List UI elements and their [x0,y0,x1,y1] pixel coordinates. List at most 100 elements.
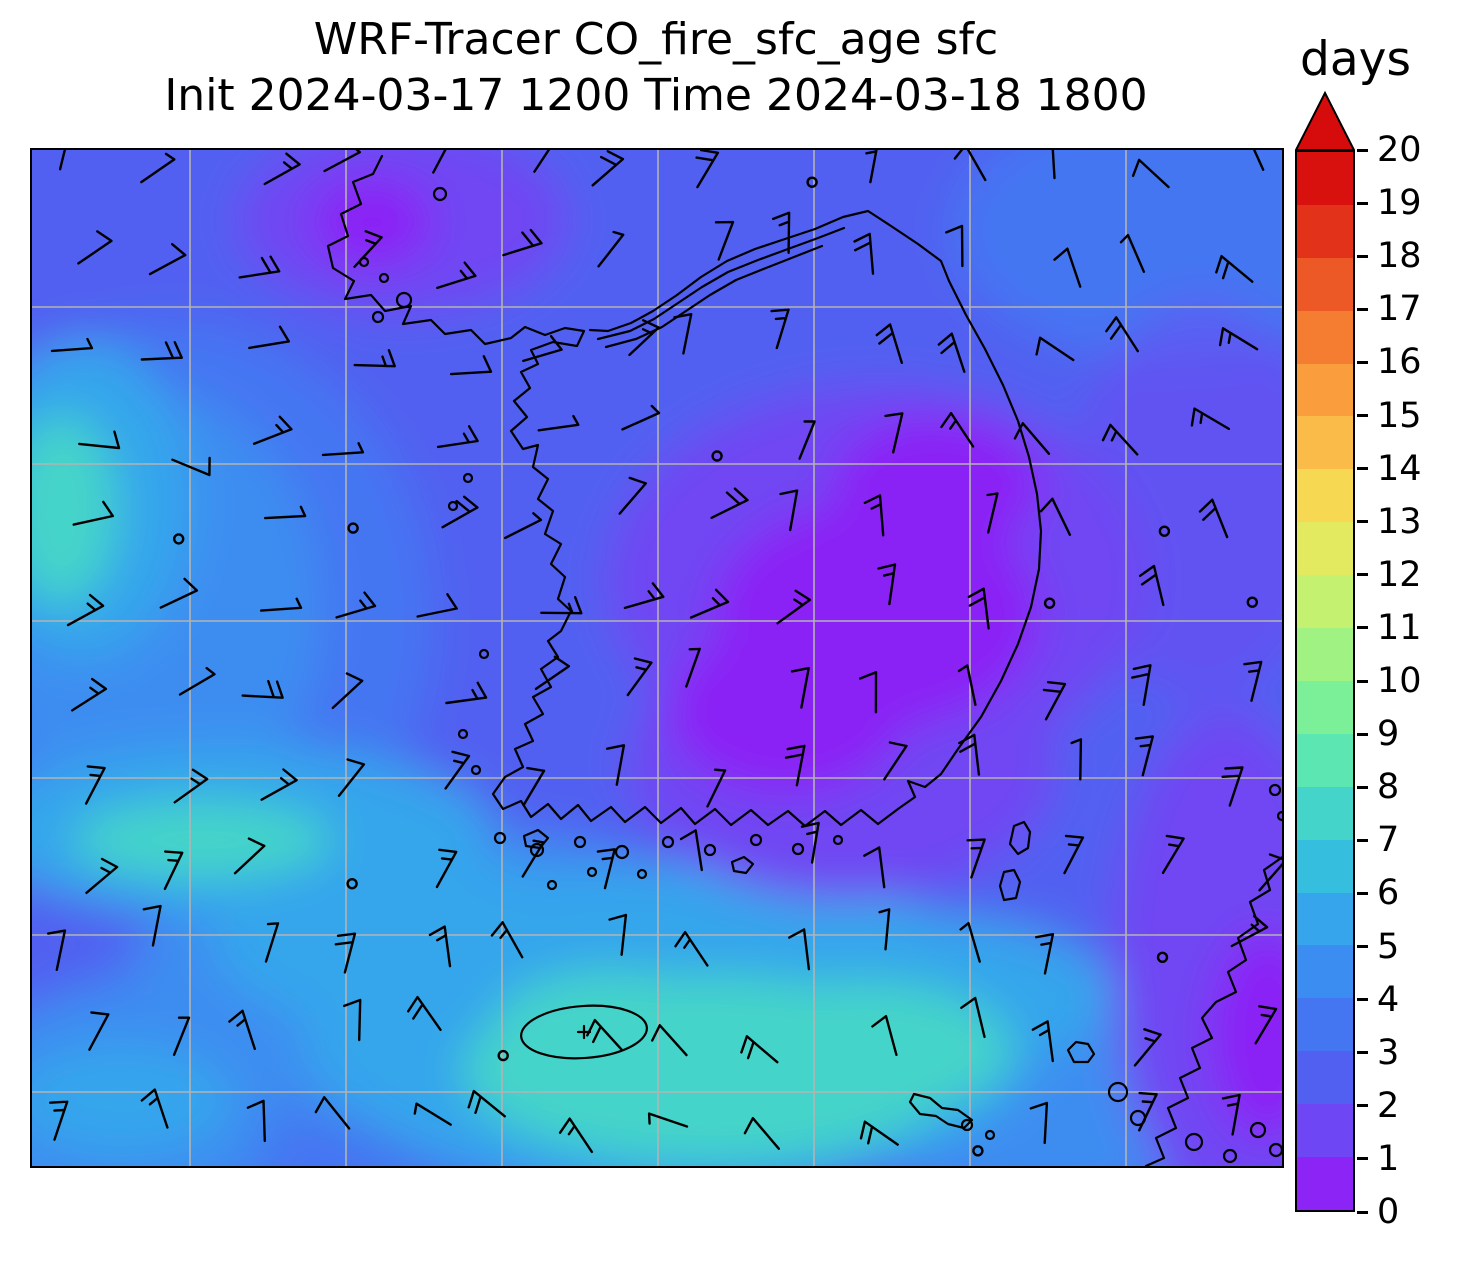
calm-wind-circle [1158,525,1171,537]
colorbar-tick-mark [1357,891,1368,895]
wind-barb [1218,327,1259,351]
wind-barb [1243,660,1263,702]
wind-barb [321,442,365,457]
wind-barb [246,1099,266,1143]
colorbar-segment [1297,522,1353,576]
wind-barb [337,758,366,797]
wind-barb [140,1088,169,1129]
wind-barb [770,308,790,350]
colorbar-tick-label: 12 [1377,554,1422,595]
wind-barb [706,768,727,808]
wind-barb [1252,150,1265,171]
wind-barb [877,563,897,606]
colorbar-tick-mark [1357,520,1368,524]
wind-barb [1138,1091,1158,1132]
wind-barb [172,1016,191,1056]
wind-barb [618,476,647,515]
wind-barb [586,1018,623,1051]
wind-barb [85,857,119,894]
wind-barb [159,577,199,609]
wind-barb [740,1035,779,1064]
calm-wind-circle [972,1145,984,1157]
wind-barb [1138,564,1165,607]
figure-title: WRF-Tracer CO_fire_sfc_age sfc [313,14,999,65]
wind-barb [865,150,878,184]
wind-barb [1101,423,1139,456]
wind-barb [521,839,545,878]
colorbar-tick-label: 1 [1377,1138,1400,1179]
wind-barb [953,150,987,182]
colorbar-segment [1297,998,1353,1052]
colorbar-tick-mark [1357,785,1368,789]
colorbar-segment [1297,628,1353,681]
wind-barb [1053,247,1082,288]
wind-barb [1035,933,1055,975]
island-tsushima [1008,820,1032,856]
colorbar-segment [1297,680,1353,734]
wind-barb [228,1009,256,1051]
wind-barb [413,1102,452,1126]
wind-barb [522,335,563,363]
wind-barb [1029,1101,1049,1145]
wind-barb [626,657,653,697]
wind-barb [78,430,121,450]
wind-barb [252,415,293,445]
colorbar-arrow-shape [1295,90,1355,151]
wind-barb [142,904,162,947]
colorbar-tick-mark [1357,945,1368,948]
colorbar-tick-mark [1357,148,1368,152]
wind-barb [241,679,284,699]
wind-barb [1131,664,1152,706]
wind-barb [1190,407,1231,431]
colorbar-tick-label: 0 [1377,1192,1400,1232]
wind-barbs-layer [47,150,1282,1157]
wind-barb [800,821,820,864]
wind-barb [449,355,493,376]
wind-barb [673,313,693,355]
colorbar-segment [1297,257,1353,311]
wind-barb [945,224,964,268]
wind-barb [788,928,811,971]
colorbar-tick-label: 15 [1377,395,1422,436]
wind-barb [597,230,625,268]
colorbar-segment [1297,363,1353,417]
colorbar-tick-label: 16 [1377,342,1422,383]
calm-wind-circle [1156,951,1169,963]
colorbar-tick-label: 19 [1377,183,1422,224]
wind-barb [679,829,703,872]
wind-barb [628,319,660,357]
figure-subtitle: Init 2024-03-17 1200 Time 2024-03-18 180… [164,70,1148,121]
wind-barb [260,768,298,801]
calm-wind-circle [497,1049,509,1062]
colorbar-tick-mark [1357,1157,1368,1161]
border-river-line [596,226,846,341]
wind-barb [1131,158,1170,189]
wind-barb [743,1117,780,1150]
wind-barb [77,230,113,265]
wind-barb [445,681,488,705]
colorbar-tick-mark [1357,998,1368,1002]
wind-barb [502,228,543,257]
wind-barb [871,1015,898,1056]
colorbar-segment [1297,575,1353,629]
wind-barb [1051,150,1056,180]
colorbar-tick-mark [1357,307,1368,311]
colorbar-tick-label: 13 [1377,501,1422,542]
colorbar-segment [1297,469,1353,523]
colorbar-tick-label: 2 [1377,1085,1400,1126]
wind-barb [335,591,377,619]
wind-barb [264,922,280,963]
wind-barb [863,846,886,889]
wind-barb [407,995,442,1031]
wind-barb [685,647,701,688]
calm-wind-circle [346,878,358,890]
wind-barb [71,677,108,712]
wind-barb [66,593,105,627]
wind-barb [883,741,908,781]
colorbar-tick-label: 5 [1377,926,1400,967]
wind-barb [1063,834,1085,875]
colorbar-tick-label: 10 [1377,661,1422,701]
colorbar-tick-mark [1357,414,1368,417]
wind-barb [522,766,546,807]
